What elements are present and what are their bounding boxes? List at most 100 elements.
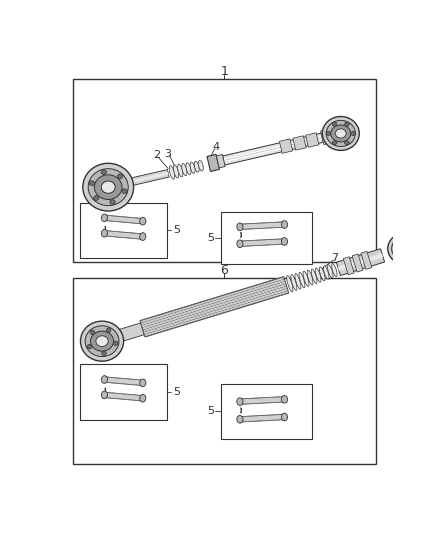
Polygon shape	[343, 257, 354, 274]
Ellipse shape	[110, 200, 115, 204]
Polygon shape	[104, 231, 143, 239]
Ellipse shape	[90, 330, 95, 334]
Ellipse shape	[351, 132, 355, 135]
Polygon shape	[336, 249, 385, 276]
Ellipse shape	[326, 132, 331, 135]
Ellipse shape	[331, 125, 351, 142]
Text: 5: 5	[207, 406, 214, 416]
Ellipse shape	[311, 269, 317, 284]
Ellipse shape	[282, 221, 288, 228]
Ellipse shape	[101, 229, 107, 237]
Text: 5: 5	[173, 387, 180, 397]
Ellipse shape	[322, 117, 359, 150]
Ellipse shape	[96, 336, 108, 346]
Ellipse shape	[91, 331, 113, 351]
Ellipse shape	[295, 273, 301, 289]
Ellipse shape	[315, 268, 321, 282]
Ellipse shape	[140, 394, 146, 402]
Ellipse shape	[194, 161, 199, 172]
Text: 5: 5	[207, 233, 214, 243]
Ellipse shape	[87, 344, 92, 349]
Ellipse shape	[332, 122, 337, 126]
Ellipse shape	[83, 163, 134, 211]
Ellipse shape	[101, 181, 115, 193]
Polygon shape	[216, 155, 225, 168]
Polygon shape	[128, 169, 169, 186]
Ellipse shape	[291, 274, 297, 290]
Ellipse shape	[140, 233, 146, 240]
Ellipse shape	[392, 237, 418, 260]
Ellipse shape	[303, 271, 309, 286]
Ellipse shape	[332, 141, 337, 145]
Ellipse shape	[237, 398, 243, 406]
Ellipse shape	[324, 266, 329, 279]
Ellipse shape	[328, 265, 333, 278]
Text: 5: 5	[173, 225, 180, 235]
Text: 3: 3	[165, 149, 172, 159]
Ellipse shape	[412, 251, 417, 254]
Ellipse shape	[102, 351, 106, 356]
Ellipse shape	[407, 238, 412, 242]
Polygon shape	[119, 323, 145, 342]
Polygon shape	[104, 215, 143, 224]
Ellipse shape	[198, 160, 203, 171]
Bar	[221, 384, 312, 439]
Ellipse shape	[94, 175, 122, 199]
Ellipse shape	[282, 413, 288, 421]
Polygon shape	[321, 130, 329, 144]
Text: 1: 1	[221, 65, 228, 78]
Ellipse shape	[94, 196, 99, 200]
Polygon shape	[240, 222, 285, 230]
Polygon shape	[207, 155, 219, 172]
Bar	[81, 203, 167, 258]
Ellipse shape	[88, 168, 128, 206]
Ellipse shape	[101, 214, 107, 222]
Ellipse shape	[282, 238, 288, 245]
Polygon shape	[329, 128, 338, 143]
Polygon shape	[223, 131, 334, 165]
Ellipse shape	[85, 326, 119, 357]
Ellipse shape	[101, 170, 106, 175]
Ellipse shape	[287, 276, 293, 292]
Ellipse shape	[89, 181, 95, 185]
Polygon shape	[104, 392, 143, 401]
Ellipse shape	[170, 166, 175, 179]
Ellipse shape	[182, 164, 187, 176]
Ellipse shape	[101, 376, 107, 383]
Ellipse shape	[113, 341, 118, 345]
Polygon shape	[352, 254, 363, 272]
Ellipse shape	[307, 270, 313, 285]
Polygon shape	[279, 139, 293, 154]
Ellipse shape	[237, 223, 243, 231]
Text: 6: 6	[221, 264, 228, 277]
Ellipse shape	[336, 129, 346, 138]
Ellipse shape	[326, 120, 355, 147]
Polygon shape	[140, 277, 289, 337]
Polygon shape	[338, 253, 383, 271]
Ellipse shape	[396, 241, 414, 256]
Ellipse shape	[319, 267, 325, 281]
Ellipse shape	[140, 379, 146, 387]
Ellipse shape	[186, 163, 191, 174]
Text: 4: 4	[213, 142, 220, 152]
Bar	[81, 364, 167, 419]
Ellipse shape	[237, 416, 243, 423]
Ellipse shape	[237, 240, 243, 248]
Ellipse shape	[101, 391, 107, 399]
Ellipse shape	[398, 255, 403, 259]
Ellipse shape	[345, 141, 349, 145]
Text: 7: 7	[332, 253, 339, 263]
Bar	[73, 79, 376, 262]
Ellipse shape	[190, 162, 195, 173]
Ellipse shape	[178, 164, 183, 177]
Ellipse shape	[122, 189, 127, 193]
Polygon shape	[361, 252, 372, 269]
Ellipse shape	[173, 165, 179, 178]
Ellipse shape	[392, 243, 397, 247]
Ellipse shape	[140, 217, 146, 225]
Polygon shape	[293, 136, 306, 150]
Polygon shape	[240, 414, 285, 422]
Ellipse shape	[117, 174, 123, 179]
Ellipse shape	[81, 321, 124, 361]
Ellipse shape	[332, 264, 337, 277]
